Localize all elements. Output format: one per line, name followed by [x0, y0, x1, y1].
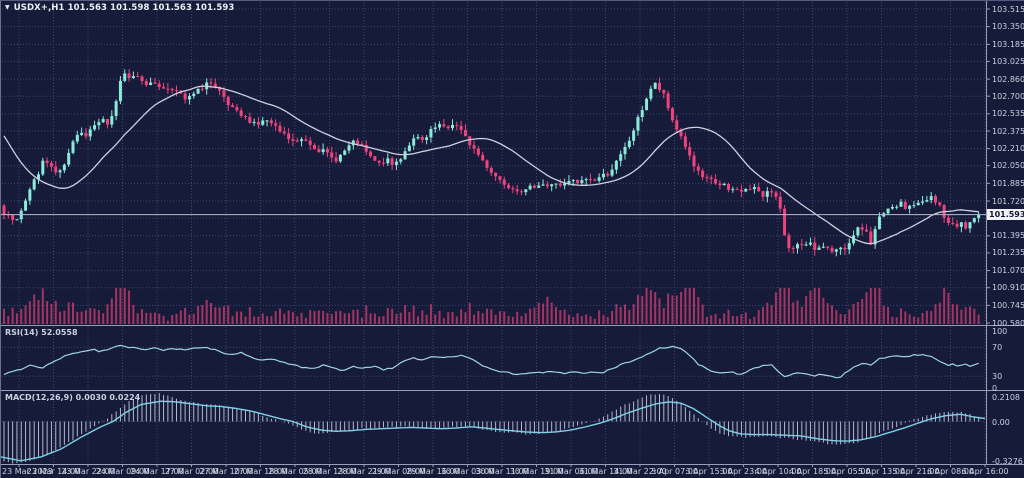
price-tick-label: 102.535 — [992, 109, 1024, 119]
macd-axis-label: -0.3276 — [992, 456, 1023, 466]
price-tick-label: 101.885 — [992, 178, 1024, 188]
time-tick-label: 3 Apr 23:00 — [719, 467, 768, 476]
time-tick-label: 30 Mar 11:00 — [475, 467, 529, 476]
price-axis[interactable]: 103.515 103.350 103.185 103.025 102.860 102.7… — [987, 1, 1024, 466]
price-tick-label: 101.395 — [992, 231, 1024, 241]
price-tick-label: 100.580 — [992, 318, 1024, 328]
price-tick-label: 102.860 — [992, 74, 1024, 84]
time-tick-label: 3 Apr 07:00 — [650, 467, 699, 476]
time-tick-label: 27 Mar 18:00 — [233, 467, 288, 476]
time-tick-label: 29 Mar 08:00 — [371, 467, 426, 476]
time-tick-label: 24 Mar 09:00 — [95, 467, 150, 476]
price-tick-label: 102.700 — [992, 91, 1024, 101]
macd-axis-label: 0.2108 — [992, 392, 1020, 402]
price-tick-label: 100.910 — [992, 283, 1024, 293]
ohlc-text: USDX+,H1 101.563 101.598 101.563 101.593 — [13, 3, 235, 13]
time-tick-label: 28 Mar 05:00 — [268, 467, 322, 476]
time-tick-label: 31 Mar 14:00 — [578, 467, 633, 476]
time-axis[interactable]: 23 Mar 2023 23 Mar 14:00 23 Mar 22:00 24 Ma… — [1, 464, 1024, 478]
price-tick-label: 103.025 — [992, 56, 1024, 66]
time-tick-label: 23 Mar 22:00 — [61, 467, 115, 476]
price-tick-label: 103.350 — [992, 22, 1024, 32]
time-tick-label: 28 Mar 21:00 — [337, 467, 391, 476]
time-tick-label: 6 Apr 08:00 — [926, 467, 975, 476]
price-tick-label: 102.050 — [992, 161, 1024, 171]
rsi-axis-label: 100 — [992, 327, 1008, 336]
rsi-axis-label: 0 — [992, 384, 998, 393]
price-tick-label: 101.720 — [992, 196, 1024, 206]
time-tick-label: 27 Mar 10:00 — [199, 467, 253, 476]
price-tick-label: 101.235 — [992, 248, 1024, 258]
time-tick-label: 23 Mar 14:00 — [26, 467, 81, 476]
symbol-ohlc-label: ▼ USDX+,H1 101.563 101.598 101.563 101.5… — [5, 3, 234, 13]
time-tick-label: 5 Apr 05:00 — [823, 467, 871, 476]
rsi-axis-label: 30 — [992, 372, 1003, 382]
rsi-indicator-label: RSI(14) 52.0558 — [5, 328, 78, 337]
time-tick-label: 31 Mar 06:00 — [544, 467, 598, 476]
price-tick-label: 102.375 — [992, 126, 1024, 136]
time-tick-label: 23 Mar 2023 — [2, 467, 53, 476]
time-tick-label: 31 Mar 22:00 — [613, 467, 667, 476]
macd-axis-label: 0.00 — [992, 417, 1010, 427]
time-tick-label: 4 Apr 18:00 — [788, 467, 837, 476]
current-price-tag: 101.593 — [987, 209, 1024, 221]
time-tick-label: 28 Mar 13:00 — [302, 467, 357, 476]
time-tick-label: 4 Apr 10:00 — [754, 467, 802, 476]
time-tick-label: 6 Apr 16:00 — [961, 467, 1009, 476]
time-tick-label: 30 Mar 19:00 — [509, 467, 564, 476]
macd-indicator-label: MACD(12,26,9) 0.0030 0.0224 — [5, 393, 141, 402]
price-tick-label: 100.745 — [992, 300, 1024, 310]
time-tick-label: 30 Mar 03:00 — [440, 467, 495, 476]
price-tick-label: 101.070 — [992, 266, 1024, 276]
time-tick-label: 3 Apr 15:00 — [685, 467, 733, 476]
time-tick-label: 5 Apr 21:00 — [892, 467, 940, 476]
rsi-axis-label: 70 — [992, 343, 1003, 353]
time-tick-label: 5 Apr 13:00 — [857, 467, 906, 476]
time-tick-label: 24 Mar 17:00 — [130, 467, 184, 476]
price-tick-label: 102.210 — [992, 144, 1024, 154]
price-tick-label: 103.515 — [992, 4, 1024, 14]
chart-marker-icon: ▼ — [5, 4, 10, 11]
time-tick-label: 29 Mar 16:00 — [406, 467, 460, 476]
time-tick-label: 27 Mar 02:00 — [164, 467, 219, 476]
price-tick-label: 103.185 — [992, 39, 1024, 49]
